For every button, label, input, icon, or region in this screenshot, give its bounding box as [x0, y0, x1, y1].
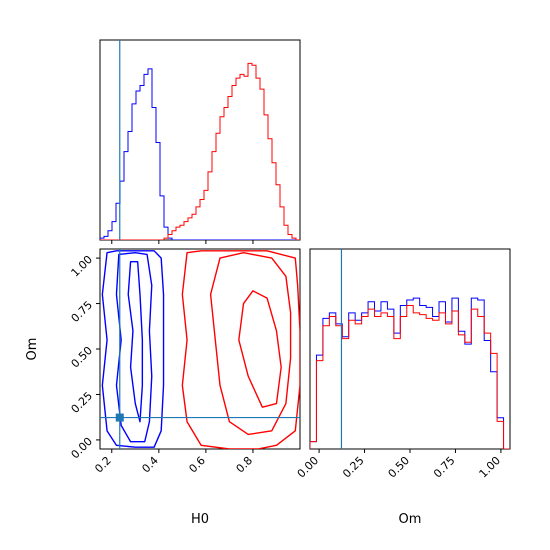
contour-level-blue: [115, 251, 153, 443]
panel-frame: [99, 39, 301, 241]
truth-marker: [115, 413, 124, 422]
contour-level-red: [238, 290, 282, 408]
x-tick-label: 1.00: [477, 454, 504, 481]
hist-step-red: [100, 62, 300, 240]
y-tick-label: 0.50: [69, 344, 96, 371]
contour-level-red: [181, 250, 300, 449]
y-tick-label: 1.00: [69, 253, 96, 280]
x-tick-label: 0.25: [340, 454, 367, 481]
hist-step-blue: [100, 68, 300, 240]
y-tick-label: 0.25: [69, 389, 96, 416]
hist-step-red: [310, 304, 510, 449]
panel-hist-om: 0.00 0.25 0.50 0.75 1.00: [295, 248, 511, 480]
y-tick-label: 0.75: [69, 298, 96, 325]
x-ticks-om: 0.00 0.25 0.50 0.75 1.00: [295, 449, 503, 480]
x-tick-label: 0.4: [139, 454, 161, 476]
panel-contour-h0-om: 0.2 0.4 0.6 0.8 0.00 0.25 0.50 0.75 1.00: [69, 248, 301, 475]
x-tick-label: 0.50: [386, 454, 413, 481]
panel-frame: [309, 248, 511, 450]
hist-h0-series: [100, 62, 300, 240]
x-axis-label-h0: H0: [191, 512, 209, 527]
panel-hist-h0: [99, 39, 301, 244]
y-axis-label-om: Om: [25, 338, 40, 361]
contour-level-blue: [101, 250, 165, 448]
contour-series: [101, 250, 300, 449]
y-tick-label: 0.00: [69, 435, 96, 462]
x-tick-label: 0.75: [431, 454, 458, 481]
hist-step-blue: [310, 297, 510, 449]
x-tick-label: 0.6: [186, 454, 208, 476]
y-ticks-om: 0.00 0.25 0.50 0.75 1.00: [69, 253, 100, 461]
x-axis-label-om: Om: [399, 512, 422, 527]
x-ticks-h0: 0.2 0.4 0.6 0.8: [92, 449, 255, 475]
x-tick-label: 0.2: [92, 454, 114, 476]
x-tick-label: 0.8: [233, 454, 255, 476]
contour-level-blue: [127, 261, 144, 423]
x-ticks-hist-h0: [111, 240, 254, 244]
truth-lines-2d: [100, 249, 300, 449]
hist-om-series: [310, 297, 510, 449]
x-tick-label: 0.00: [295, 454, 322, 481]
